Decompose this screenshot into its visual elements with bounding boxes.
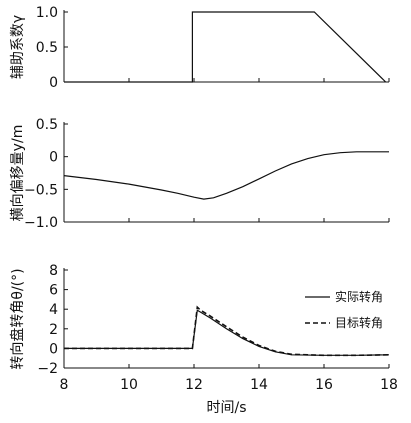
- panel-2: −1.0 −0.5 0 0.5 横向偏移量y/m: [10, 117, 390, 231]
- y-axis-label: 辅助系数γ: [10, 15, 26, 79]
- y-tick-label: 0: [49, 341, 58, 357]
- legend-entry: 实际转角: [335, 289, 383, 304]
- x-tick-label: 18: [380, 377, 398, 393]
- y-tick-label: −1.0: [24, 215, 58, 231]
- y-tick-label: 0: [49, 150, 58, 166]
- panel-1: 0 0.5 1.0 辅助系数γ: [10, 5, 390, 91]
- x-tick-label: 16: [315, 377, 333, 393]
- y-tick-label: 0.5: [36, 117, 58, 133]
- legend-entry: 目标转角: [335, 315, 383, 330]
- y-axis-label: 横向偏移量y/m: [10, 125, 26, 222]
- y-axis-label: 转向盘转角θ/(°): [9, 268, 26, 369]
- x-tick-label: 10: [120, 377, 138, 393]
- y-tick-label: 8: [49, 263, 58, 279]
- series-line-1: [64, 11, 387, 83]
- y-tick-label: −0.5: [24, 182, 58, 198]
- y-tick-label: 2: [49, 322, 58, 338]
- y-tick-label: 0: [49, 75, 58, 91]
- x-tick-label: 14: [250, 377, 268, 393]
- series-line-2: [64, 305, 390, 357]
- y-tick-label: 1.0: [36, 5, 58, 21]
- series-line-1: [63, 151, 389, 200]
- y-tick-label: 4: [49, 302, 58, 318]
- y-tick-label: 6: [49, 283, 58, 299]
- x-tick-label: 12: [185, 377, 203, 393]
- y-tick-label: −2: [37, 361, 58, 377]
- y-tick-label: 0.5: [36, 40, 58, 56]
- x-tick-label: 8: [60, 377, 69, 393]
- x-axis-label: 时间/s: [206, 400, 246, 416]
